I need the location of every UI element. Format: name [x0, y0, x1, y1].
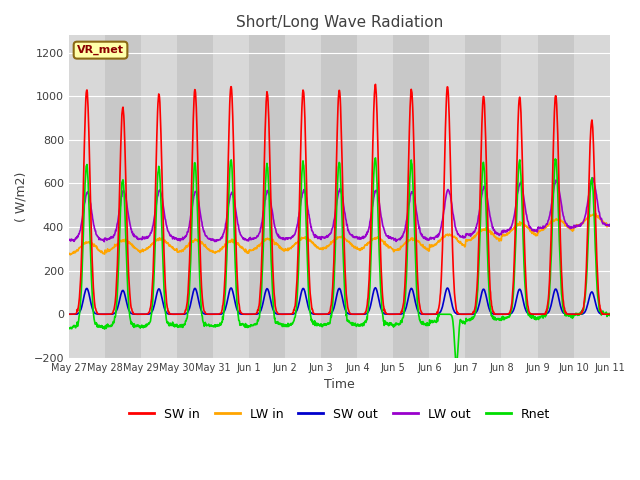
SW in [65, 312, 73, 317]
Bar [285, 36, 321, 358]
LW in [67, 252, 74, 258]
SW out [541, 312, 549, 317]
SW in [186, 268, 193, 274]
Bar [538, 36, 573, 358]
SW out [172, 312, 180, 317]
LW in [246, 247, 254, 253]
SW out [494, 312, 502, 317]
LW out [606, 222, 614, 228]
SW out [372, 285, 380, 291]
Bar [105, 36, 141, 358]
SW out [246, 312, 253, 317]
SW out [606, 312, 614, 317]
Line: LW in: LW in [69, 214, 610, 255]
Bar [429, 36, 465, 358]
LW out [173, 236, 180, 241]
LW out [424, 237, 431, 243]
Title: Short/Long Wave Radiation: Short/Long Wave Radiation [236, 15, 443, 30]
Bar [465, 36, 502, 358]
LW out [100, 239, 108, 245]
Rnet [495, 316, 502, 322]
LW out [65, 237, 73, 242]
Bar [502, 36, 538, 358]
Rnet [424, 320, 431, 325]
LW in [542, 224, 550, 230]
SW in [494, 312, 502, 317]
LW out [246, 235, 254, 241]
Text: VR_met: VR_met [77, 45, 124, 55]
SW out [186, 306, 193, 312]
LW out [542, 222, 550, 228]
Line: SW in: SW in [69, 84, 610, 314]
SW in [372, 82, 380, 87]
Bar [321, 36, 357, 358]
LW in [606, 223, 614, 228]
Bar [394, 36, 429, 358]
LW in [173, 247, 180, 253]
Rnet [172, 324, 180, 329]
Rnet [452, 361, 460, 367]
LW in [592, 211, 600, 216]
SW in [246, 312, 253, 317]
Rnet [372, 155, 380, 161]
Bar [573, 36, 610, 358]
Bar [357, 36, 394, 358]
LW out [494, 231, 502, 237]
Rnet [65, 325, 73, 331]
SW out [424, 312, 431, 317]
Bar [69, 36, 105, 358]
SW in [424, 312, 431, 317]
LW in [424, 246, 431, 252]
Bar [249, 36, 285, 358]
Y-axis label: ( W/m2): ( W/m2) [15, 171, 28, 222]
LW in [494, 235, 502, 241]
SW in [542, 310, 550, 315]
Rnet [246, 323, 253, 329]
SW in [606, 312, 614, 317]
Bar [141, 36, 177, 358]
Line: SW out: SW out [69, 288, 610, 314]
LW out [589, 175, 596, 180]
SW in [541, 312, 549, 317]
Rnet [186, 291, 193, 297]
SW in [172, 312, 180, 317]
X-axis label: Time: Time [324, 378, 355, 391]
Line: Rnet: Rnet [69, 158, 610, 364]
Rnet [606, 312, 614, 318]
Line: LW out: LW out [69, 178, 610, 242]
LW out [186, 221, 193, 227]
LW in [65, 251, 73, 257]
Rnet [542, 312, 550, 318]
LW in [186, 240, 193, 245]
Bar [213, 36, 249, 358]
Legend: SW in, LW in, SW out, LW out, Rnet: SW in, LW in, SW out, LW out, Rnet [124, 403, 555, 426]
SW out [65, 312, 73, 317]
Bar [177, 36, 213, 358]
SW out [542, 311, 550, 317]
